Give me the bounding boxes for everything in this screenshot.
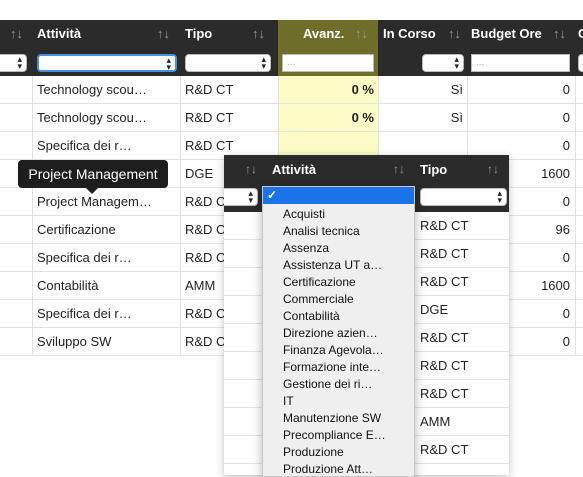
cell-tipo: R&D C <box>185 306 226 321</box>
sort-arrows-icon[interactable]: ↑↓ <box>252 26 265 41</box>
dropdown-option[interactable]: Assenza <box>283 241 330 255</box>
dropdown-option[interactable]: Acquisti <box>283 207 326 221</box>
dropdown-option[interactable]: Certificazione <box>283 275 356 289</box>
overlay-cell-tipo: R&D CT <box>420 330 469 345</box>
overlay-col-header-attivita[interactable]: Attività <box>272 162 317 177</box>
cell-attivita: Project Managem… <box>37 194 152 209</box>
overlay-cell-tipo: AMM <box>420 414 451 429</box>
dropdown-option[interactable]: Direzione azien… <box>283 326 378 340</box>
cell-in-corso: Sì <box>450 110 463 125</box>
cell-attivita: Specifica dei r… <box>37 250 132 265</box>
col-header-c[interactable]: C <box>578 26 583 41</box>
cell-budget-ore: 0 <box>562 82 570 97</box>
sort-arrows-icon[interactable]: ↑↓ <box>448 26 461 41</box>
overlay-filter-select[interactable]: ▴ ▾ <box>224 188 258 206</box>
cell-attivita: Contabilità <box>37 278 99 293</box>
sort-arrows-icon[interactable]: ↑↓ <box>393 162 405 176</box>
overlay-col-header-tipo[interactable]: Tipo <box>420 162 448 177</box>
cell-tipo: R&D C <box>185 194 226 209</box>
cell-in-corso: Sì <box>450 82 463 97</box>
overlay-cell-tipo: DGE <box>420 302 449 317</box>
cell-attivita: Specifica dei r… <box>37 138 132 153</box>
cell-attivita: Sviluppo SW <box>37 334 112 349</box>
cell-budget-ore: 0 <box>562 110 570 125</box>
overlay-tipo-filter-select[interactable]: ▴ ▾ <box>420 188 507 206</box>
col-divider <box>180 76 181 356</box>
dropdown-option[interactable]: Analisi tecnica <box>283 224 360 238</box>
dropdown-selected-option[interactable]: ✓ <box>263 187 414 204</box>
cell-tipo: R&D CT <box>185 110 234 125</box>
overlay-cell-tipo: R&D CT <box>420 358 469 373</box>
dropdown-option[interactable]: Produzione Att… <box>283 462 374 476</box>
sort-arrows-icon[interactable]: ↑↓ <box>10 26 23 41</box>
cell-budget-ore: 0 <box>562 250 570 265</box>
dropdown-option[interactable]: Manutenzione SW <box>283 411 382 425</box>
overlay-cell-tipo: R&D CT <box>420 246 469 261</box>
col-header-in-corso[interactable]: In Corso <box>383 26 436 41</box>
cell-attivita: Certificazione <box>37 222 116 237</box>
cell-avanz: 0 % <box>279 76 378 103</box>
dropdown-option[interactable]: IT <box>283 394 294 408</box>
sort-arrows-icon[interactable]: ↑↓ <box>157 26 170 41</box>
sort-arrows-icon[interactable]: ↑↓ <box>553 26 566 41</box>
cell-avanz <box>279 132 378 159</box>
filter-select[interactable]: ▴ ▾ <box>0 54 27 72</box>
dropdown-option[interactable]: Commerciale <box>283 292 354 306</box>
cell-budget-ore: 0 <box>562 334 570 349</box>
cell-tipo: AMM <box>185 278 216 293</box>
cell-attivita: Technology scou… <box>37 82 147 97</box>
sort-arrows-icon[interactable]: ↑↓ <box>487 162 499 176</box>
in-corso-filter-select[interactable]: ▴ ▾ <box>422 54 464 72</box>
attivita-filter-select[interactable]: ▴ ▾ <box>37 54 177 72</box>
cell-tipo: R&D C <box>185 250 226 265</box>
col-divider <box>32 76 33 356</box>
col-header-avanz[interactable]: Avanz. <box>303 26 345 41</box>
tooltip: Project Management <box>18 160 168 194</box>
budget-filter-input[interactable]: ... <box>471 54 570 72</box>
dropdown-option[interactable]: Produzione <box>283 445 344 459</box>
table-row[interactable]: Technology scou… R&D CT 0 % Sì 0 <box>0 76 583 104</box>
cell-budget-ore: 0 <box>562 306 570 321</box>
dropdown-option[interactable]: Precompliance E… <box>283 428 386 442</box>
overlay-cell-tipo: R&D CT <box>420 274 469 289</box>
c-filter-select[interactable] <box>578 54 583 72</box>
cell-budget-ore: 1600 <box>541 278 570 293</box>
cell-tipo: DGE <box>185 166 214 181</box>
cell-avanz: 0 % <box>279 104 378 131</box>
avanz-filter-input[interactable]: ... <box>282 54 374 72</box>
overlay-cell-tipo: R&D CT <box>420 386 469 401</box>
sort-arrows-icon[interactable]: ↑↓ <box>355 26 368 41</box>
dropdown-option[interactable]: Contabilità <box>283 309 340 323</box>
cell-budget-ore: 1600 <box>541 166 570 181</box>
col-header-attivita[interactable]: Attività <box>37 26 82 41</box>
dropdown-option[interactable]: Assistenza UT a… <box>283 258 383 272</box>
cell-tipo: R&D C <box>185 334 226 349</box>
sort-arrows-icon[interactable]: ↑↓ <box>245 162 257 176</box>
dropdown-option[interactable]: Formazione inte… <box>283 360 382 374</box>
attivita-dropdown-list[interactable]: ✓ Acquisti Analisi tecnica Assenza Assisten… <box>262 186 415 477</box>
dropdown-option[interactable]: Gestione dei ri… <box>283 377 373 391</box>
dropdown-option[interactable]: Finanza Agevola… <box>283 343 384 357</box>
cell-budget-ore: 0 <box>562 138 570 153</box>
cell-budget-ore: 96 <box>555 222 570 237</box>
col-divider <box>575 76 576 356</box>
overlay-cell-tipo: R&D CT <box>420 442 469 457</box>
table-row[interactable]: Technology scou… R&D CT 0 % Sì 0 <box>0 104 583 132</box>
cell-tipo: R&D CT <box>185 138 234 153</box>
col-header-budget-ore[interactable]: Budget Ore <box>471 26 542 41</box>
cell-attivita: Technology scou… <box>37 110 147 125</box>
cell-tipo: R&D C <box>185 222 226 237</box>
col-header-tipo[interactable]: Tipo <box>185 26 213 41</box>
cell-attivita: Specifica dei r… <box>37 306 132 321</box>
tipo-filter-select[interactable]: ▴ ▾ <box>185 54 271 72</box>
cell-tipo: R&D CT <box>185 82 234 97</box>
overlay-cell-tipo: R&D CT <box>420 218 469 233</box>
cell-budget-ore: 0 <box>562 194 570 209</box>
